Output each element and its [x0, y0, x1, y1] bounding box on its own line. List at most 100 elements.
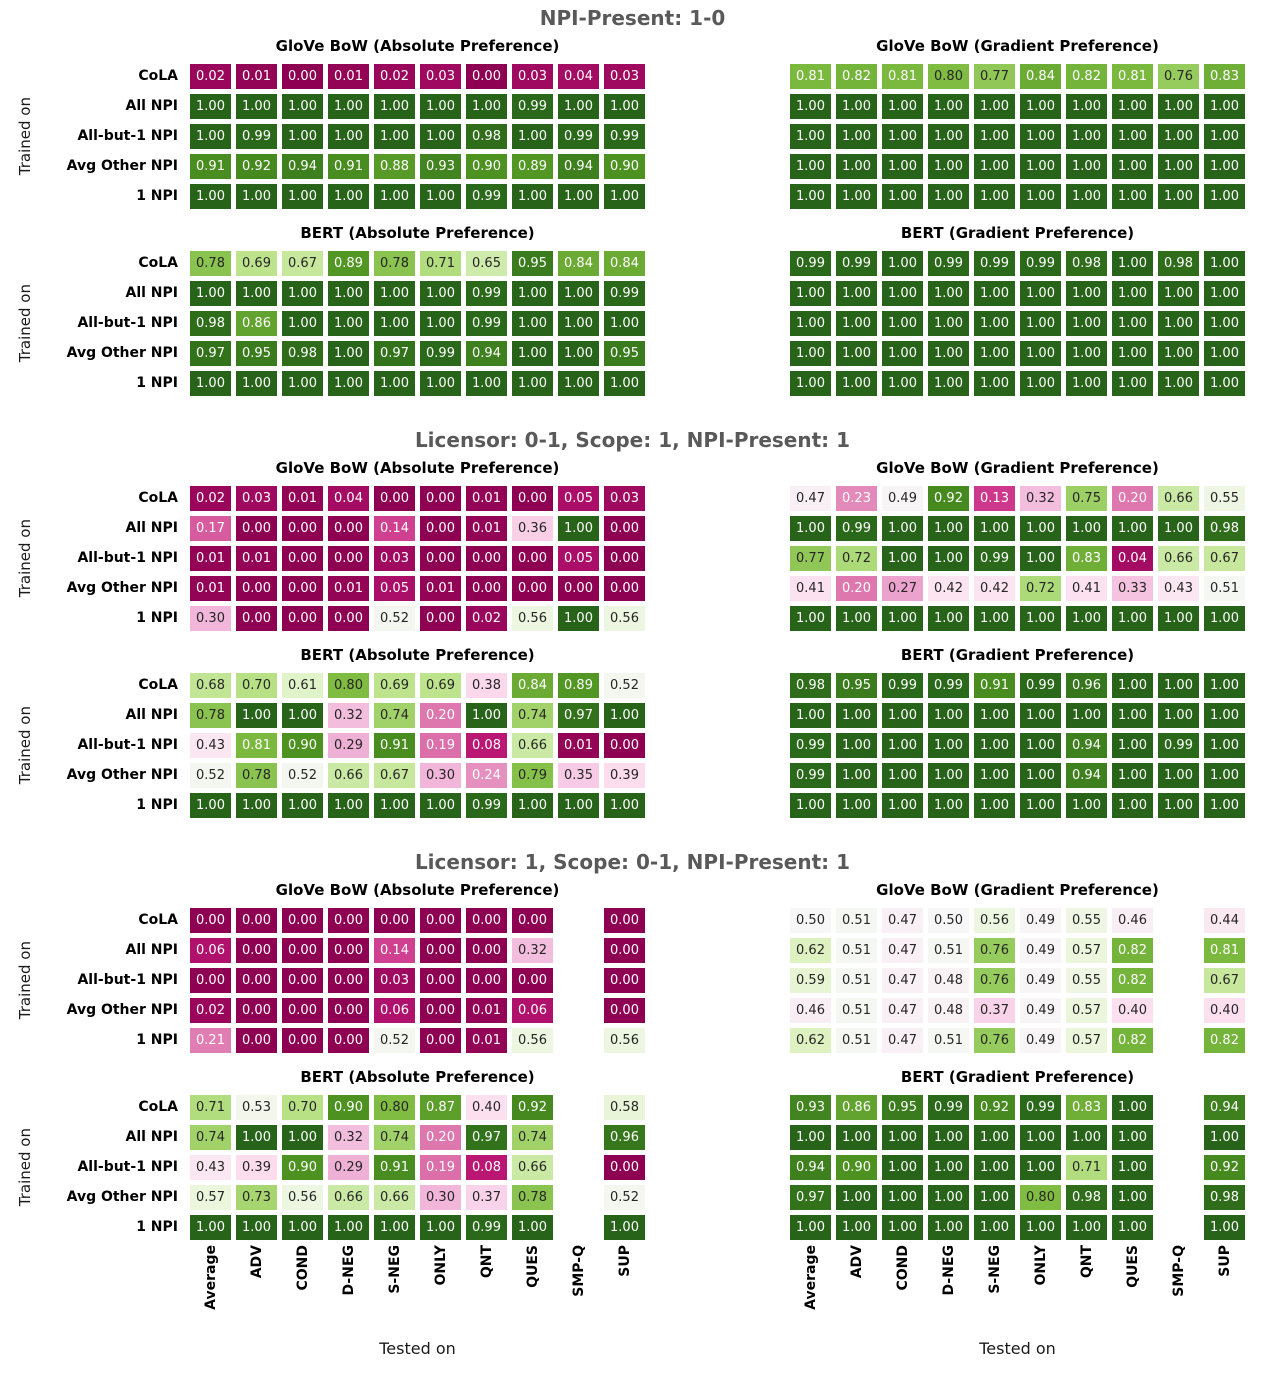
- heatmap-cell: 0.56: [604, 1028, 645, 1053]
- heatmap-cell: 0.06: [512, 998, 553, 1023]
- heatmap-cell: 0.95: [836, 673, 877, 698]
- heatmap-cell: 0.92: [512, 1095, 553, 1120]
- heatmap-cell: 0.95: [236, 341, 277, 366]
- heatmap-cell: 0.99: [558, 124, 599, 149]
- heatmap-cell: 1.00: [882, 606, 923, 631]
- heatmap-cell: 0.99: [420, 341, 461, 366]
- heatmap-cell-empty: [1158, 1095, 1199, 1120]
- heatmap-cell: 1.00: [1112, 1185, 1153, 1210]
- panel-pair-row: BERT (Absolute Preference) Trained on CoLA…: [10, 631, 1255, 818]
- y-axis-label-box: Trained on: [10, 673, 40, 818]
- heatmap-cell: 0.01: [190, 576, 231, 601]
- panel-title: BERT (Gradient Preference): [900, 646, 1135, 664]
- column-label: QUES: [524, 1245, 541, 1288]
- heatmap-cell: 0.67: [374, 763, 415, 788]
- heatmap-cell: 0.99: [466, 281, 507, 306]
- heatmap-cell: 0.41: [790, 576, 831, 601]
- heatmap-cell: 0.88: [374, 154, 415, 179]
- heatmap-cell: 0.81: [882, 64, 923, 89]
- heatmap-cell: 0.57: [190, 1185, 231, 1210]
- heatmap-cell: 1.00: [928, 1155, 969, 1180]
- heatmap-cell: 0.19: [420, 1155, 461, 1180]
- heatmap-cell: 0.99: [882, 673, 923, 698]
- heatmap-cell: 1.00: [190, 124, 231, 149]
- heatmap-cell: 0.79: [512, 763, 553, 788]
- heatmap-cell: 0.90: [604, 154, 645, 179]
- heatmap-cell: 0.78: [236, 763, 277, 788]
- heatmap-cell: 0.51: [928, 938, 969, 963]
- heatmap-cell: 0.52: [604, 1185, 645, 1210]
- y-axis-label-box: Trained on: [10, 1095, 40, 1240]
- heatmap-grid: 0.47 0.23 0.49 0.92 0.13 0.32 0.75 0.20 0.66 0.55…: [790, 486, 1245, 631]
- heatmap-cell: 1.00: [1020, 546, 1061, 571]
- panel-pair-row: GloVe BoW (Absolute Preference) Trained o…: [10, 874, 1255, 1053]
- heatmap-cell: 1.00: [1112, 341, 1153, 366]
- heatmap-cell: 1.00: [790, 793, 831, 818]
- heatmap-cell: 0.02: [374, 64, 415, 89]
- heatmap-cell: 0.66: [512, 733, 553, 758]
- heatmap-cell: 0.02: [190, 486, 231, 511]
- heatmap-cell: 0.87: [420, 1095, 461, 1120]
- heatmap-cell: 0.98: [466, 124, 507, 149]
- heatmap-cell: 1.00: [928, 703, 969, 728]
- heatmap-cell: 0.29: [328, 733, 369, 758]
- column-label-box: SUP: [604, 1245, 645, 1331]
- heatmap-cell: 1.00: [236, 703, 277, 728]
- column-label-box: Average: [790, 1245, 831, 1331]
- column-label: SUP: [616, 1245, 633, 1277]
- column-label: QNT: [478, 1245, 495, 1279]
- heatmap-cell: 1.00: [836, 371, 877, 396]
- column-label: S-NEG: [386, 1245, 403, 1294]
- column-label-box: D-NEG: [328, 1245, 369, 1331]
- heatmap-cell: 0.99: [836, 251, 877, 276]
- heatmap-cell: 0.27: [882, 576, 923, 601]
- heatmap-cell: 1.00: [974, 733, 1015, 758]
- heatmap-cell: 0.99: [974, 251, 1015, 276]
- heatmap-cell: 0.01: [328, 576, 369, 601]
- heatmap-cell: 0.02: [190, 64, 231, 89]
- heatmap-cell: 0.33: [1112, 576, 1153, 601]
- heatmap-cell: 1.00: [974, 1185, 1015, 1210]
- heatmap-cell: 0.40: [1204, 998, 1245, 1023]
- heatmap-cell: 0.66: [1158, 546, 1199, 571]
- heatmap-cell: 0.04: [558, 64, 599, 89]
- heatmap-cell: 1.00: [974, 94, 1015, 119]
- heatmap-cell: 0.41: [1066, 576, 1107, 601]
- heatmap-cell: 0.05: [374, 576, 415, 601]
- heatmap-cell: 0.49: [1020, 1028, 1061, 1053]
- heatmap-cell: 1.00: [1158, 154, 1199, 179]
- heatmap-cell: 1.00: [1066, 371, 1107, 396]
- heatmap-cell: 0.97: [190, 341, 231, 366]
- heatmap-cell: 1.00: [558, 311, 599, 336]
- heatmap-cell-empty: [558, 998, 599, 1023]
- heatmap-cell: 0.00: [236, 968, 277, 993]
- heatmap-cell: 0.38: [466, 673, 507, 698]
- heatmap-cell: 0.90: [282, 1155, 323, 1180]
- heatmap-cell: 1.00: [236, 94, 277, 119]
- column-label: D-NEG: [340, 1245, 357, 1296]
- heatmap-cell: 0.72: [1020, 576, 1061, 601]
- heatmap-panel: GloVe BoW (Gradient Preference) 0.50 0.51 0…: [790, 874, 1245, 1053]
- heatmap-cell: 1.00: [974, 184, 1015, 209]
- row-label: Avg Other NPI: [66, 767, 178, 783]
- heatmap-cell: 0.36: [512, 516, 553, 541]
- heatmap-cell: 1.00: [928, 124, 969, 149]
- heatmap-cell: 1.00: [1066, 1215, 1107, 1240]
- heatmap-cell: 0.95: [604, 341, 645, 366]
- heatmap-cell: 1.00: [282, 94, 323, 119]
- heatmap-cell: 1.00: [882, 371, 923, 396]
- heatmap-cell: 1.00: [974, 1215, 1015, 1240]
- heatmap-cell: 0.00: [236, 908, 277, 933]
- heatmap-cell: 0.00: [420, 516, 461, 541]
- row-labels: CoLA All NPI All-but-1 NPI Avg Other NPI 1 N…: [40, 673, 190, 818]
- heatmap-cell: 0.51: [836, 938, 877, 963]
- heatmap-cell: 1.00: [1020, 1215, 1061, 1240]
- heatmap-cell: 0.00: [328, 908, 369, 933]
- heatmap-cell: 0.20: [836, 576, 877, 601]
- heatmap-cell: 1.00: [374, 793, 415, 818]
- heatmap-cell: 1.00: [882, 733, 923, 758]
- heatmap-cell: 0.82: [1112, 968, 1153, 993]
- heatmap-cell: 1.00: [558, 281, 599, 306]
- heatmap-cell: 0.14: [374, 938, 415, 963]
- heatmap-cell: 1.00: [1112, 1155, 1153, 1180]
